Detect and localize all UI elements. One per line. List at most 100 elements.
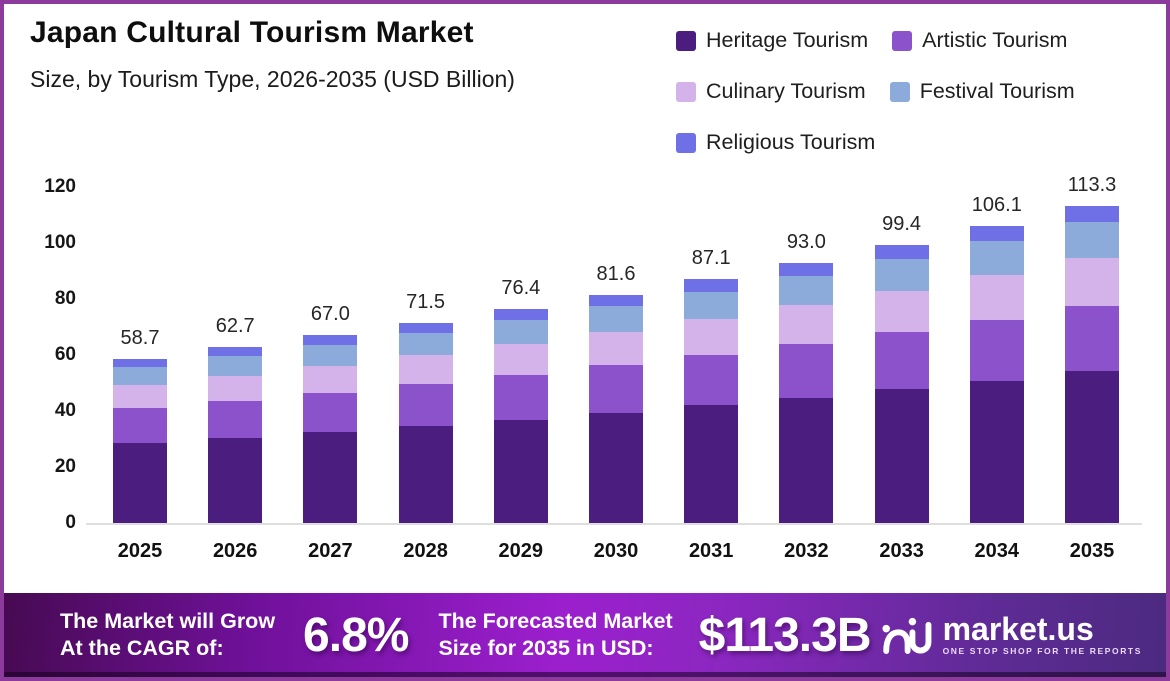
bar-segment-religious-tourism [398, 322, 453, 333]
bar-value-label: 67.0 [310, 303, 350, 326]
page-subtitle: Size, by Tourism Type, 2026-2035 (USD Bi… [30, 66, 515, 92]
bar-segment-artistic-tourism [493, 374, 548, 420]
y-axis-tick-80: 80 [54, 288, 76, 309]
bar-2034 [969, 226, 1024, 523]
x-axis-label-2035: 2035 [1069, 540, 1115, 562]
bar-segment-culinary-tourism [1065, 258, 1119, 307]
marketus-swirl-icon [882, 617, 931, 654]
y-axis-tick-60: 60 [54, 344, 76, 365]
brand-tagline: ONE STOP SHOP FOR THE REPORTS [942, 646, 1142, 656]
cagr-label-line1: The Market will Grow [60, 609, 276, 633]
forecast-label-line2: Size for 2035 in USD: [438, 636, 654, 660]
bar-segment-festival-tourism [208, 356, 263, 376]
y-axis-tick-100: 100 [44, 232, 76, 253]
bar-segment-culinary-tourism [684, 318, 739, 355]
legend-label: Artistic Tourism [922, 28, 1068, 52]
legend-swatch [676, 81, 696, 102]
bar-2025 [113, 358, 167, 523]
bar-segment-heritage-tourism [874, 389, 929, 523]
bar-2029 [493, 309, 548, 523]
y-axis-tick-40: 40 [54, 400, 76, 421]
cagr-value: 6.8% [303, 608, 409, 662]
bar-segment-festival-tourism [493, 320, 548, 345]
bar-2032 [779, 262, 834, 523]
bar-segment-religious-tourism [303, 335, 358, 345]
forecast-value: $113.3B [698, 608, 872, 662]
bar-segment-artistic-tourism [303, 392, 358, 432]
bar-segment-festival-tourism [113, 366, 167, 386]
bar-2026 [208, 347, 263, 523]
legend-item-festival-tourism: Festival Tourism [889, 79, 1075, 104]
bar-segment-religious-tourism [779, 262, 834, 277]
x-axis-label-2031: 2031 [688, 540, 734, 562]
bar-value-label: 76.4 [501, 277, 541, 300]
bar-segment-culinary-tourism [398, 355, 453, 385]
x-axis-label-2025: 2025 [117, 540, 163, 562]
x-axis-label-2029: 2029 [498, 540, 544, 562]
bar-segment-heritage-tourism [589, 412, 643, 523]
bar-segment-culinary-tourism [493, 344, 548, 375]
bar-segment-heritage-tourism [684, 405, 739, 523]
bar-segment-culinary-tourism [969, 275, 1024, 320]
bar-segment-culinary-tourism [303, 365, 358, 393]
bar-segment-heritage-tourism [398, 426, 453, 523]
x-axis-label-2030: 2030 [593, 540, 639, 562]
forecast-label-line1: The Forecasted Market [438, 609, 673, 633]
bar-segment-religious-tourism [208, 347, 263, 357]
bar-segment-heritage-tourism [969, 380, 1024, 523]
x-axis-label-2033: 2033 [879, 540, 924, 562]
bar-segment-religious-tourism [113, 358, 167, 367]
bar-segment-artistic-tourism [589, 365, 643, 413]
bar-segment-festival-tourism [398, 332, 453, 356]
bar-segment-culinary-tourism [779, 305, 834, 344]
stacked-bar-chart: 0 20 40 60 80 100 120 58.7 2025 62.7 2026 67.0 2027 7… [4, 4, 1166, 677]
bar-segment-heritage-tourism [113, 442, 167, 523]
bar-2031 [684, 279, 739, 523]
bar-segment-culinary-tourism [589, 331, 643, 366]
legend-item-culinary-tourism: Culinary Tourism [676, 79, 866, 104]
bar-segment-artistic-tourism [874, 331, 929, 390]
bar-value-label: 58.7 [120, 326, 160, 349]
bar-2035 [1065, 205, 1119, 523]
bar-segment-religious-tourism [1065, 205, 1119, 223]
legend-swatch [676, 132, 696, 153]
legend-item-religious-tourism: Religious Tourism [676, 130, 875, 155]
bar-segment-artistic-tourism [969, 319, 1024, 381]
bar-segment-religious-tourism [969, 226, 1024, 242]
legend-label: Heritage Tourism [706, 28, 869, 52]
x-axis-label-2034: 2034 [974, 540, 1020, 562]
bar-segment-heritage-tourism [779, 397, 834, 523]
y-axis-tick-20: 20 [54, 456, 76, 477]
bar-segment-culinary-tourism [874, 290, 929, 332]
bar-segment-heritage-tourism [208, 437, 263, 523]
bar-segment-heritage-tourism [1065, 371, 1119, 523]
bar-segment-artistic-tourism [1065, 306, 1119, 372]
legend-label: Festival Tourism [919, 79, 1075, 103]
bar-value-label: 99.4 [882, 212, 922, 235]
bar-segment-culinary-tourism [208, 375, 263, 401]
bar-2030 [589, 294, 643, 523]
bar-value-label: 87.1 [691, 247, 731, 270]
bar-segment-artistic-tourism [398, 384, 453, 427]
legend-swatch [889, 81, 910, 102]
legend-item-heritage-tourism: Heritage Tourism [676, 28, 868, 53]
bar-segment-artistic-tourism [208, 400, 263, 438]
bar-segment-artistic-tourism [779, 343, 834, 398]
brand-logo: market.us ONE STOP SHOP FOR THE REPORTS [879, 612, 1142, 658]
bar-segment-artistic-tourism [113, 408, 167, 443]
bar-2028 [398, 322, 453, 523]
legend-swatch [676, 30, 696, 51]
bar-segment-heritage-tourism [303, 432, 358, 523]
footer-banner: The Market will Grow At the CAGR of: 6.8… [4, 593, 1166, 677]
legend-swatch [892, 30, 913, 51]
bar-segment-festival-tourism [303, 344, 358, 366]
forecast-label: The Forecasted Market Size for 2035 in U… [438, 608, 672, 662]
y-axis-tick-120: 120 [44, 176, 76, 197]
bar-2027 [303, 335, 358, 523]
bar-segment-culinary-tourism [113, 385, 167, 409]
bar-segment-religious-tourism [493, 309, 548, 321]
bar-segment-festival-tourism [1065, 222, 1119, 259]
brand-text: market.us ONE STOP SHOP FOR THE REPORTS [942, 613, 1142, 656]
x-axis-label-2028: 2028 [403, 540, 448, 562]
